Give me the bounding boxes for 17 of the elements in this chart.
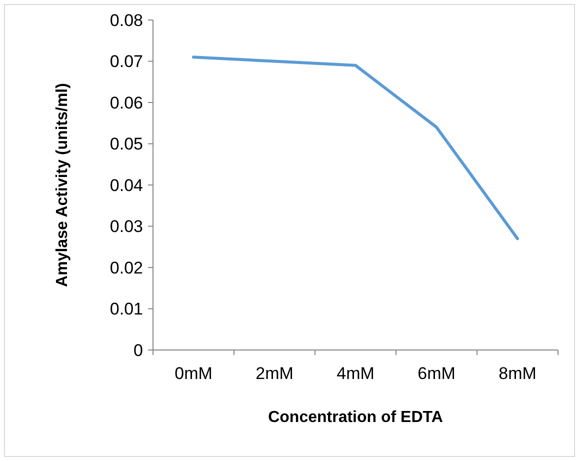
x-tick-label: 2mM: [256, 364, 294, 383]
x-tick-label: 8mM: [498, 364, 536, 383]
y-tick-label: 0.03: [110, 217, 143, 236]
line-series: [192, 56, 519, 240]
y-axis-title: Amylase Activity (units/ml): [54, 83, 71, 287]
x-tick-label: 4mM: [336, 364, 374, 383]
y-tick-label: 0.05: [110, 134, 143, 154]
y-tick-label: 0.02: [110, 258, 143, 278]
y-tick-label: 0.07: [110, 52, 143, 72]
y-tick-label: 0.01: [110, 300, 143, 319]
y-tick-label: 0.06: [110, 93, 143, 112]
y-tick-label: 0.08: [110, 10, 143, 30]
x-axis-title: Concentration of EDTA: [268, 409, 444, 426]
x-tick-label: 6mM: [418, 364, 456, 383]
y-tick-label: 0.04: [110, 176, 143, 195]
x-tick-label: 0mM: [174, 364, 212, 383]
y-tick-label: 0: [134, 340, 143, 360]
